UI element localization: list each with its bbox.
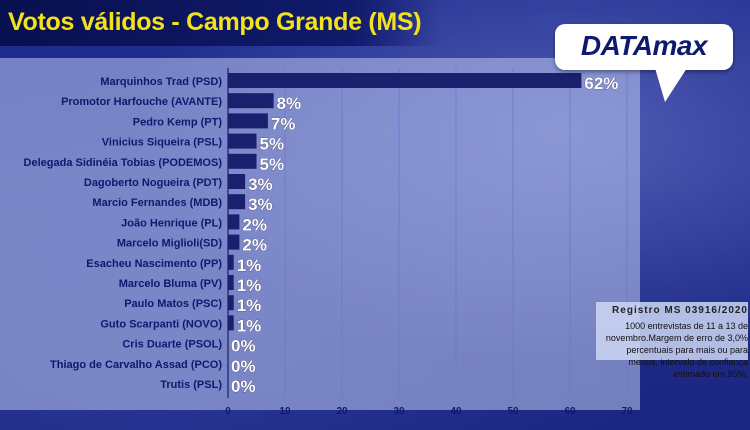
x-tick-label: 70 <box>621 406 633 417</box>
data-label: 62% <box>584 74 618 93</box>
category-label: Esacheu Nascimento (PP) <box>86 258 222 270</box>
category-label: Marquinhos Trad (PSD) <box>100 76 222 88</box>
x-tick-label: 60 <box>564 406 576 417</box>
bar <box>228 254 234 270</box>
category-label: Pedro Kemp (PT) <box>133 116 223 128</box>
x-tick-label: 0 <box>225 406 231 417</box>
category-label: Trutis (PSL) <box>160 379 222 391</box>
data-label: 5% <box>260 135 285 154</box>
category-label: Thiago de Carvalho Assad (PCO) <box>50 359 222 371</box>
note-box <box>596 302 748 360</box>
data-label: 7% <box>271 114 296 133</box>
bar <box>228 315 234 331</box>
category-label: Cris Duarte (PSOL) <box>122 339 222 351</box>
data-label: 1% <box>237 296 262 315</box>
bar <box>228 295 234 311</box>
x-tick-label: 10 <box>279 406 291 417</box>
category-label: Paulo Matos (PSC) <box>124 298 222 310</box>
bar <box>228 113 268 129</box>
category-label: Vinicius Siqueira (PSL) <box>102 137 223 149</box>
data-label: 0% <box>231 357 256 376</box>
data-label: 1% <box>237 316 262 335</box>
bar <box>228 93 274 109</box>
data-label: 2% <box>242 236 267 255</box>
x-tick-label: 20 <box>336 406 348 417</box>
category-label: Promotor Harfouche (AVANTE) <box>61 96 222 108</box>
category-label: Marcelo Miglioli(SD) <box>117 238 222 250</box>
data-label: 1% <box>237 276 262 295</box>
bar <box>228 153 257 169</box>
category-label: Dagoberto Nogueira (PDT) <box>84 177 222 189</box>
methodology-note: 1000 entrevistas de 11 a 13 de novembro.… <box>605 321 748 379</box>
bar <box>228 275 234 290</box>
registration-number: Registro MS 03916/2020 <box>612 305 748 316</box>
category-label: Marcelo Bluma (PV) <box>119 278 223 290</box>
x-tick-label: 40 <box>450 406 462 417</box>
x-tick-label: 50 <box>507 406 519 417</box>
title-bar <box>0 0 440 46</box>
x-tick-label: 30 <box>393 406 405 417</box>
data-label: 0% <box>231 337 256 356</box>
page-title: Votos válidos - Campo Grande (MS) <box>8 8 422 36</box>
bar <box>228 73 582 88</box>
bar <box>228 194 246 210</box>
data-label: 5% <box>260 155 285 174</box>
chart-panel <box>0 58 640 410</box>
bar <box>228 174 246 189</box>
datamax-logo: DATAmax <box>555 24 735 108</box>
bar <box>228 133 257 149</box>
logo-speech-bubble: DATAmax <box>555 24 733 70</box>
data-label: 0% <box>231 377 256 396</box>
data-label: 2% <box>242 215 267 234</box>
data-label: 3% <box>248 195 273 214</box>
logo-text: DATAmax <box>580 30 708 61</box>
data-label: 1% <box>237 256 262 275</box>
category-label: João Henrique (PL) <box>121 217 222 229</box>
bar <box>228 214 240 230</box>
data-label: 3% <box>248 175 273 194</box>
category-label: Guto Scarpanti (NOVO) <box>100 318 222 330</box>
data-label: 8% <box>277 94 302 113</box>
bar <box>228 234 240 250</box>
category-label: Delegada Sidinéia Tobias (PODEMOS) <box>24 157 223 169</box>
speech-bubble-tail-icon <box>655 68 687 102</box>
category-label: Marcio Fernandes (MDB) <box>92 197 222 209</box>
